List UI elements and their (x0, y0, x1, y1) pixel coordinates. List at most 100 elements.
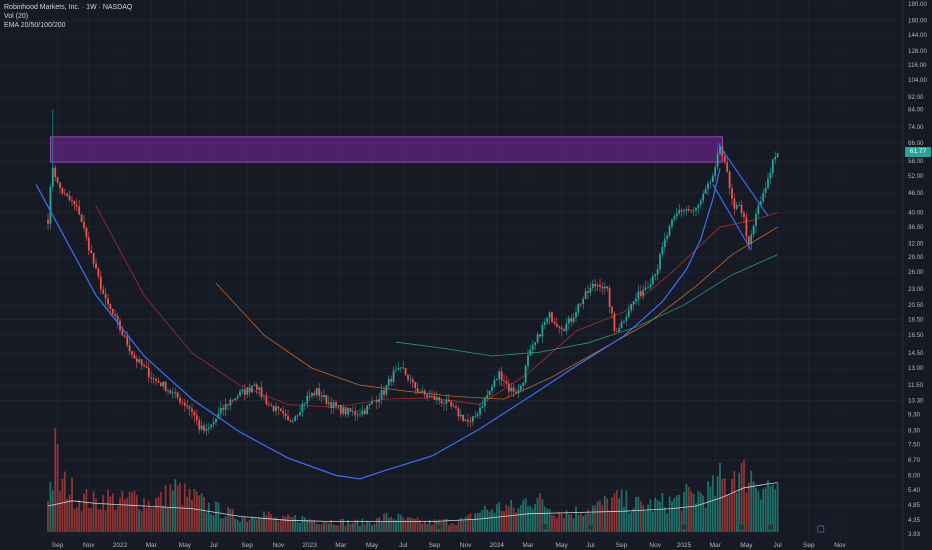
volume-bar (546, 508, 549, 532)
candle-body (104, 293, 107, 299)
volume-bar (85, 489, 88, 532)
candle-body (735, 204, 738, 209)
time-tick-label: May (740, 542, 753, 549)
price-tick-label: 3.93 (908, 531, 921, 538)
candle-body (671, 219, 673, 227)
volume-ma-line (47, 482, 778, 522)
candle-body (342, 407, 345, 414)
wedge-line (717, 142, 769, 217)
candle-body (495, 379, 498, 381)
volume-bar (721, 478, 724, 532)
resistance-zone (50, 136, 723, 163)
candle-body (75, 204, 78, 207)
candle-body (371, 401, 373, 404)
candle-body (567, 318, 570, 324)
price-tick-label: 7.50 (908, 441, 921, 448)
volume-bar (306, 519, 309, 532)
volume-bar (318, 524, 321, 532)
volume-bar (539, 492, 541, 532)
volume-bar (697, 491, 700, 532)
candle-body (325, 394, 328, 404)
volume-bar (246, 521, 249, 532)
candle-body (138, 359, 141, 363)
candle-body (143, 365, 145, 367)
candle-body (219, 408, 222, 414)
volume-bar (575, 506, 577, 532)
candle-body (195, 415, 198, 421)
volume-bar (102, 495, 105, 532)
candle-body (572, 317, 575, 322)
candle-body (387, 378, 390, 386)
candle-body (251, 385, 253, 393)
volume-bar (186, 496, 189, 532)
candle-body (762, 193, 765, 202)
candle-body (311, 392, 313, 397)
candle-body (174, 392, 177, 394)
candle-body (515, 391, 517, 393)
volume-bar (726, 495, 729, 532)
candle-body (529, 349, 532, 356)
candle-body (723, 156, 726, 163)
volume-bar (416, 517, 419, 532)
candle-body (212, 422, 215, 425)
candle-body (503, 380, 505, 382)
candle-body (423, 390, 426, 395)
candle-body (543, 322, 546, 325)
candle-body (279, 408, 282, 412)
volume-bar (219, 518, 222, 532)
volume-bar (743, 459, 745, 532)
candle-body (683, 210, 685, 212)
time-tick-label: May (555, 542, 568, 549)
volume-bar (776, 483, 779, 532)
volume-bar (347, 520, 349, 532)
volume-bar (325, 522, 328, 532)
volume-bar (200, 493, 203, 532)
candle-body (517, 390, 520, 393)
candle-body (176, 392, 179, 398)
price-tick-label: 16.50 (908, 332, 924, 339)
volume-bar (145, 508, 148, 532)
candle-body (419, 391, 421, 393)
volume-bar (231, 508, 234, 532)
price-tick-label: 144.00 (908, 32, 927, 39)
time-axis: Sep Nov 2022 Mar May Jul Sep Nov 2023 Mar May Jul Se… (52, 542, 847, 549)
candle-body (462, 414, 465, 422)
candle-body (198, 420, 201, 430)
volume-bar (467, 514, 469, 532)
candle-body (155, 378, 157, 381)
volume-bar (738, 472, 741, 532)
candle-body (150, 377, 153, 379)
candle-body (315, 388, 318, 396)
volume-bar (495, 504, 498, 532)
candle-body (56, 177, 59, 183)
price-tick-label: 6.70 (908, 457, 921, 464)
last-price-badge: 61.77 (905, 147, 931, 158)
candle-body (260, 387, 263, 397)
volume-bar (95, 498, 97, 532)
price-tick-label: 6.00 (908, 472, 921, 479)
volume-bar (534, 503, 537, 532)
candle-body (771, 159, 774, 173)
candle-body (267, 404, 270, 405)
volume-bar (630, 512, 633, 532)
candle-body (61, 187, 64, 194)
volume-bar (443, 519, 445, 532)
event-marker-icon (738, 523, 745, 531)
candle-body (162, 381, 165, 387)
time-tick-label: Sep (616, 542, 628, 549)
candle-body (704, 189, 707, 194)
volume-bar (159, 491, 162, 532)
time-tick-label: Mar (522, 542, 534, 549)
volume-bar (335, 525, 337, 532)
volume-bar (375, 518, 378, 532)
volume-bar (584, 514, 587, 532)
volume-bar (337, 525, 340, 532)
candle-body (685, 209, 688, 211)
volume-bar (745, 492, 748, 532)
price-tick-label: 4.35 (908, 517, 921, 524)
volume-bar (140, 511, 143, 532)
candle-body (599, 284, 601, 287)
volume-bar (656, 499, 659, 532)
candle-body (241, 389, 244, 392)
